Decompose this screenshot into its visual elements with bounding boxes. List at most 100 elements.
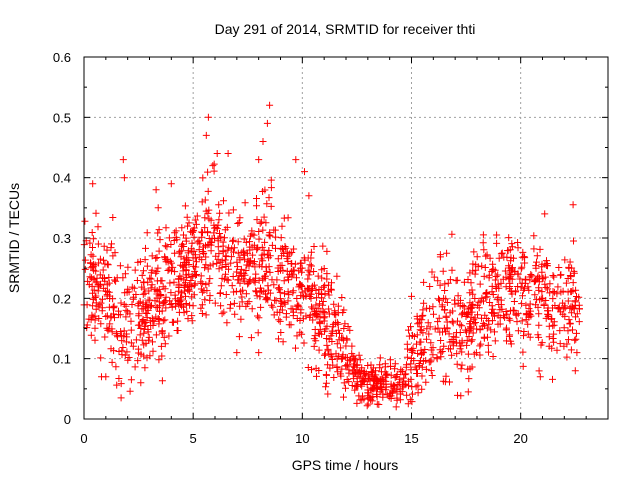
data-point [364,400,372,408]
data-point [255,228,263,235]
data-point [518,263,526,271]
data-point [519,292,526,300]
data-point [508,243,516,251]
data-point [418,363,426,371]
data-point [561,256,569,264]
data-point [204,168,212,176]
data-point [149,338,156,346]
data-point [259,138,267,145]
data-point [293,295,301,302]
data-point [483,324,491,332]
data-point [327,351,335,359]
data-point [323,270,331,278]
data-point [263,119,271,127]
data-point [81,217,89,225]
data-point [333,319,341,326]
data-point [342,384,349,392]
data-point [559,310,567,318]
data-point [485,274,493,282]
data-point [293,315,301,322]
data-point [155,226,163,234]
data-point [482,252,490,260]
data-point [469,300,477,308]
data-point [217,233,225,241]
data-point [374,378,382,386]
data-point [535,310,543,318]
data-point [321,350,329,358]
data-point [322,383,330,391]
chart-title: Day 291 of 2014, SRMTID for receiver tht… [215,21,476,37]
data-point [167,180,175,188]
data-point [376,364,384,372]
data-point [557,271,565,279]
data-point [182,266,190,274]
data-point [407,323,414,331]
data-point [569,279,577,287]
data-point [442,295,450,303]
data-point [188,239,196,247]
data-point [470,248,478,256]
data-point [143,229,151,237]
data-point [236,302,244,310]
data-point [467,279,475,287]
data-point [553,346,561,354]
data-point [497,279,505,287]
data-point [476,326,484,334]
data-point [468,286,476,294]
data-point [391,360,399,368]
data-point [458,361,466,369]
data-point [407,360,415,368]
data-point [165,332,173,340]
data-point [155,247,163,255]
data-point [472,266,480,274]
data-point [506,316,514,324]
data-point [387,392,395,400]
data-point [573,349,581,357]
data-point [259,257,267,265]
data-point [488,309,495,316]
data-point [436,253,444,261]
data-point [137,379,145,387]
data-point [268,241,276,249]
data-point [561,304,569,312]
data-point [289,270,297,278]
data-point [290,308,297,316]
data-point [119,344,127,351]
data-point [562,279,570,287]
data-point [100,242,108,250]
data-point [292,156,300,164]
data-point [311,332,319,340]
data-point [227,259,235,267]
data-point [336,370,344,378]
data-point [367,368,375,376]
data-point [496,314,504,322]
data-point [274,284,282,292]
data-point [159,300,167,308]
data-point [178,224,186,232]
y-tick-label: 0.6 [53,50,71,65]
data-point [422,365,430,373]
data-point [215,216,223,224]
data-point [336,329,343,337]
data-point [460,278,468,286]
data-point [123,348,131,356]
data-point [426,283,434,290]
data-point [158,377,166,385]
data-point [319,301,327,309]
data-point [217,289,224,297]
data-point [259,188,267,195]
data-point [162,304,170,312]
data-point [302,292,310,300]
data-point [147,284,155,292]
data-point [230,299,238,307]
data-point [333,363,341,371]
data-point [475,298,483,306]
data-point [132,336,140,344]
data-point [247,232,254,240]
data-point [161,242,169,250]
data-point [453,360,461,368]
data-point [401,381,409,389]
data-point [318,308,326,316]
data-point [465,375,473,383]
data-point [156,236,164,244]
